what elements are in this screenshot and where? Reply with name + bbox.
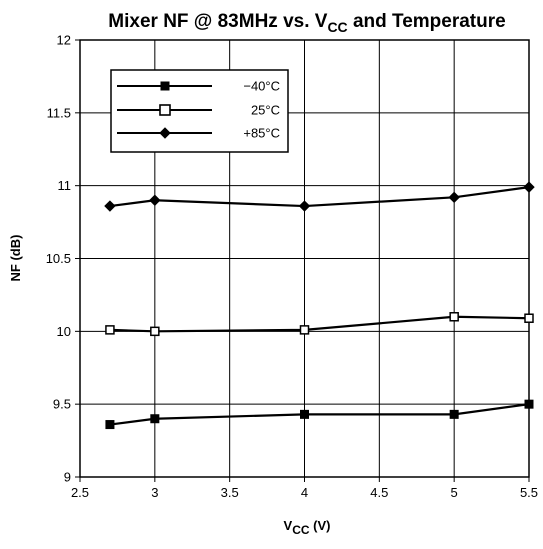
x-axis-label-main: V xyxy=(284,518,293,533)
point-marker xyxy=(299,325,310,335)
legend-marker xyxy=(159,104,171,116)
y-tick-label: 12 xyxy=(57,33,71,48)
series-0 xyxy=(105,399,534,430)
series xyxy=(104,181,535,430)
chart-title-sub: CC xyxy=(327,19,347,35)
series-2 xyxy=(104,181,535,212)
x-axis-label-tail: (V) xyxy=(310,518,331,533)
point-marker xyxy=(449,312,459,322)
point-marker xyxy=(449,409,459,419)
y-tick-label: 10 xyxy=(57,324,71,339)
point-marker xyxy=(150,326,160,337)
point-marker xyxy=(523,181,535,193)
x-axis-label-sub: CC xyxy=(292,523,310,537)
chart-title: Mixer NF @ 83MHz vs. VCC and Temperature xyxy=(108,11,505,35)
series-line xyxy=(109,403,530,426)
y-tick-label: 9 xyxy=(64,470,71,485)
y-tick-label: 11 xyxy=(58,178,72,193)
x-tick-label: 4 xyxy=(301,485,308,500)
x-tick-label: 3.5 xyxy=(221,485,239,500)
chart-title-main: Mixer NF @ 83MHz vs. V xyxy=(108,11,327,32)
y-tick-label: 11.5 xyxy=(47,105,71,120)
legend: −40°C 25°C +85°C xyxy=(110,69,289,153)
point-marker xyxy=(448,191,460,204)
x-tick-label: 2.5 xyxy=(71,485,89,500)
legend-label: +85°C xyxy=(243,126,280,141)
tick-labels: 2.5 3 3.5 4 4.5 5 5.5 9 9.5 10 10.5 11 11.5 12 xyxy=(46,33,538,501)
point-marker xyxy=(105,420,115,430)
y-axis-label: NF (dB) xyxy=(8,235,23,282)
y-tick-label: 9.5 xyxy=(53,397,71,412)
legend-entry-1: 25°C xyxy=(117,103,280,118)
series-line xyxy=(109,315,530,333)
series-line xyxy=(109,186,530,208)
legend-label: −40°C xyxy=(243,79,280,94)
x-axis-label: VCC (V) xyxy=(284,518,331,537)
x-tick-label: 5.5 xyxy=(520,485,538,500)
point-marker xyxy=(524,313,534,323)
point-marker xyxy=(105,325,115,335)
point-marker xyxy=(149,194,161,206)
legend-entry-0: −40°C xyxy=(117,79,280,94)
point-marker xyxy=(160,81,170,91)
legend-entry-2: +85°C xyxy=(117,126,280,141)
point-marker xyxy=(300,409,309,419)
legend-label: 25°C xyxy=(251,103,280,118)
point-marker xyxy=(104,200,116,212)
x-tick-label: 3 xyxy=(151,485,158,500)
point-marker xyxy=(159,127,171,139)
chart-title-tail: and Temperature xyxy=(348,11,506,32)
x-tick-label: 5 xyxy=(451,485,458,500)
x-tick-label: 4.5 xyxy=(370,485,388,500)
series-1 xyxy=(105,312,534,337)
y-tick-label: 10.5 xyxy=(46,251,71,266)
point-marker xyxy=(524,399,534,409)
point-marker xyxy=(298,200,311,212)
point-marker xyxy=(150,414,160,424)
